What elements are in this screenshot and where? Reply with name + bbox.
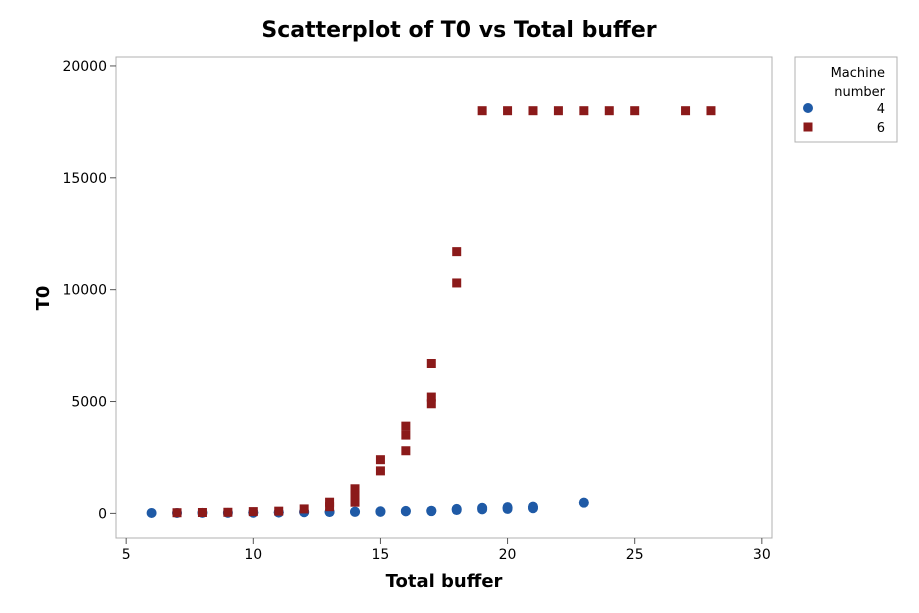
series-6-point xyxy=(350,484,360,494)
series-6-point xyxy=(223,507,233,517)
series-6-point xyxy=(553,106,563,116)
series-6-point xyxy=(197,507,207,517)
series-4-point xyxy=(400,505,411,516)
series-6-point xyxy=(172,508,182,518)
series-6-point xyxy=(630,106,640,116)
series-4-point xyxy=(477,502,488,513)
series-6-point xyxy=(452,247,462,257)
series-6-point xyxy=(401,446,411,456)
chart-title: Scatterplot of T0 vs Total buffer xyxy=(261,18,656,43)
series-6-point xyxy=(426,358,436,368)
series-6-point xyxy=(350,490,360,500)
x-tick-label: 30 xyxy=(753,547,771,563)
series-6-point xyxy=(350,497,360,507)
series-6-point xyxy=(426,392,436,402)
series-6-point xyxy=(299,504,309,514)
series-4-point xyxy=(527,501,538,512)
series-6-point xyxy=(706,106,716,116)
x-tick-label: 25 xyxy=(626,547,644,563)
series-6-point xyxy=(375,455,385,465)
series-6-point xyxy=(375,466,385,476)
x-axis-title: Total buffer xyxy=(386,571,503,592)
series-4-point xyxy=(375,506,386,517)
series-6-point xyxy=(579,106,589,116)
series-6-point xyxy=(274,506,284,516)
series-6-point xyxy=(426,399,436,409)
series-6-point xyxy=(325,497,335,507)
series-6-point xyxy=(248,507,258,517)
legend: Machine number 46 xyxy=(794,56,898,143)
x-tick-label: 20 xyxy=(499,547,517,563)
y-axis-title: T0 xyxy=(33,286,54,311)
x-tick-label: 15 xyxy=(372,547,390,563)
legend-title-line-2: number xyxy=(834,85,885,100)
series-6-point xyxy=(401,421,411,431)
series-4-point xyxy=(451,503,462,514)
axis-ticks: 5 10 15 20 25 30 0 5000 10000 15000 20000 xyxy=(62,59,770,563)
y-tick-label: 5000 xyxy=(71,395,107,411)
series-4-point xyxy=(426,505,437,516)
series-4-point xyxy=(502,502,513,513)
series-6-point xyxy=(401,430,411,440)
series-6-point xyxy=(604,106,614,116)
y-tick-label: 20000 xyxy=(62,59,107,75)
data-points xyxy=(146,106,716,518)
x-tick-label: 10 xyxy=(244,547,262,563)
plot-area xyxy=(115,56,773,539)
x-tick-label: 5 xyxy=(122,547,131,563)
y-tick-label: 0 xyxy=(98,506,107,522)
legend-marker-6 xyxy=(803,122,813,132)
legend-label-6: 6 xyxy=(877,121,885,136)
series-6-point xyxy=(452,278,462,288)
legend-title-line-1: Machine xyxy=(831,66,885,81)
legend-marker-4 xyxy=(803,103,813,113)
y-tick-label: 15000 xyxy=(62,171,107,187)
legend-label-4: 4 xyxy=(877,102,885,117)
series-4-point xyxy=(578,497,589,508)
series-6-point xyxy=(681,106,691,116)
series-4-point xyxy=(350,506,361,517)
series-4-point xyxy=(146,507,157,518)
series-6-point xyxy=(477,106,487,116)
series-6-point xyxy=(528,106,538,116)
series-6-point xyxy=(503,106,513,116)
legend-items: 46 xyxy=(803,102,885,136)
y-tick-label: 10000 xyxy=(62,283,107,299)
